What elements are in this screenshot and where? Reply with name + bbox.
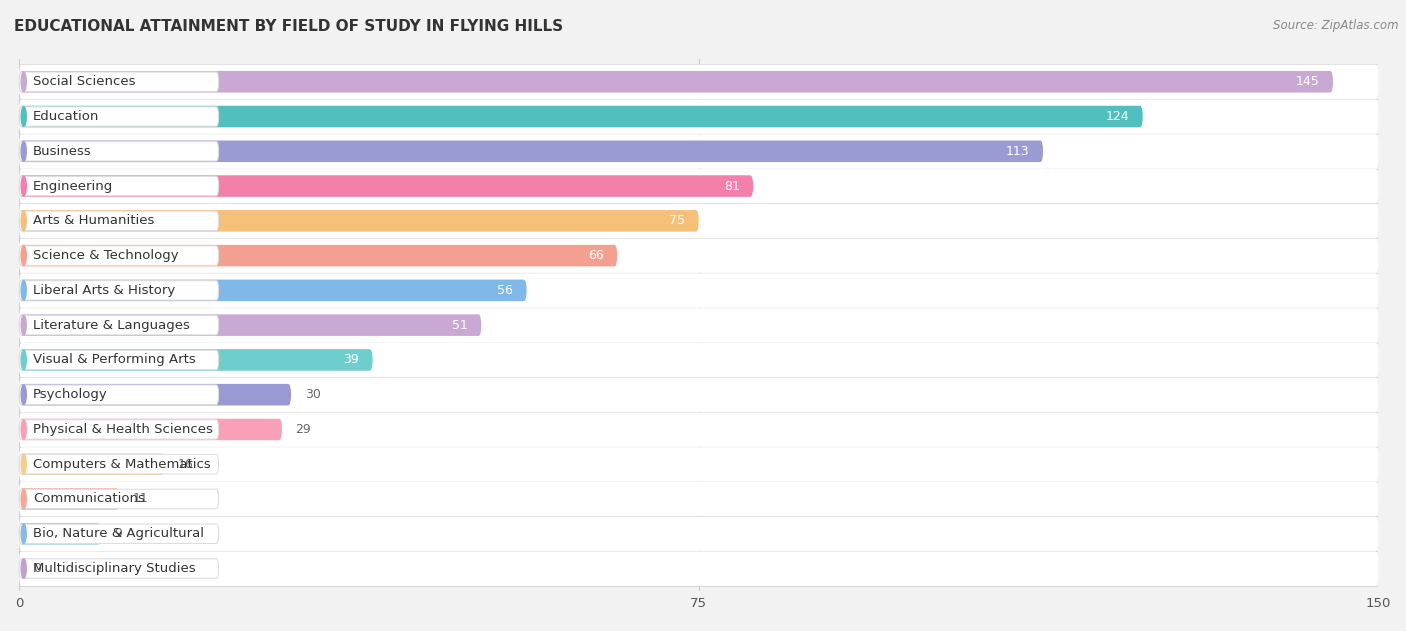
FancyBboxPatch shape: [20, 316, 218, 335]
FancyBboxPatch shape: [20, 134, 1378, 168]
FancyBboxPatch shape: [20, 377, 1378, 411]
Text: 66: 66: [588, 249, 603, 262]
FancyBboxPatch shape: [20, 349, 373, 370]
Text: Communications: Communications: [32, 493, 145, 505]
Circle shape: [21, 72, 27, 91]
FancyBboxPatch shape: [20, 385, 218, 404]
Text: Engineering: Engineering: [32, 180, 112, 192]
Text: 39: 39: [343, 353, 359, 367]
Text: 29: 29: [295, 423, 311, 436]
FancyBboxPatch shape: [20, 413, 1378, 447]
Text: Psychology: Psychology: [32, 388, 107, 401]
Text: Source: ZipAtlas.com: Source: ZipAtlas.com: [1274, 19, 1399, 32]
Text: Business: Business: [32, 144, 91, 158]
FancyBboxPatch shape: [20, 141, 1043, 162]
Circle shape: [21, 107, 27, 126]
Text: 0: 0: [32, 562, 41, 575]
Text: 51: 51: [451, 319, 468, 332]
FancyBboxPatch shape: [20, 314, 481, 336]
FancyBboxPatch shape: [20, 107, 218, 126]
Text: Social Sciences: Social Sciences: [32, 75, 135, 88]
FancyBboxPatch shape: [20, 447, 1378, 481]
FancyBboxPatch shape: [20, 210, 699, 232]
Text: Education: Education: [32, 110, 100, 123]
FancyBboxPatch shape: [20, 141, 218, 161]
FancyBboxPatch shape: [20, 71, 1333, 93]
Text: Computers & Mathematics: Computers & Mathematics: [32, 457, 211, 471]
Text: 145: 145: [1296, 75, 1319, 88]
Text: Science & Technology: Science & Technology: [32, 249, 179, 262]
Text: 56: 56: [498, 284, 513, 297]
FancyBboxPatch shape: [20, 454, 165, 475]
FancyBboxPatch shape: [20, 489, 218, 509]
FancyBboxPatch shape: [20, 308, 1378, 342]
Text: Liberal Arts & History: Liberal Arts & History: [32, 284, 174, 297]
Circle shape: [21, 420, 27, 439]
Circle shape: [21, 316, 27, 335]
FancyBboxPatch shape: [20, 245, 617, 266]
FancyBboxPatch shape: [20, 482, 1378, 516]
Circle shape: [21, 281, 27, 300]
FancyBboxPatch shape: [20, 343, 1378, 377]
FancyBboxPatch shape: [20, 454, 218, 474]
FancyBboxPatch shape: [20, 281, 218, 300]
Circle shape: [21, 559, 27, 578]
FancyBboxPatch shape: [20, 106, 1143, 127]
FancyBboxPatch shape: [20, 551, 1378, 586]
FancyBboxPatch shape: [20, 517, 1378, 551]
FancyBboxPatch shape: [20, 524, 218, 543]
Text: 81: 81: [724, 180, 740, 192]
Text: 124: 124: [1105, 110, 1129, 123]
FancyBboxPatch shape: [20, 175, 754, 197]
Text: EDUCATIONAL ATTAINMENT BY FIELD OF STUDY IN FLYING HILLS: EDUCATIONAL ATTAINMENT BY FIELD OF STUDY…: [14, 19, 564, 34]
Text: Bio, Nature & Agricultural: Bio, Nature & Agricultural: [32, 528, 204, 540]
Circle shape: [21, 385, 27, 404]
Text: Literature & Languages: Literature & Languages: [32, 319, 190, 332]
Text: 113: 113: [1005, 144, 1029, 158]
FancyBboxPatch shape: [20, 559, 218, 578]
FancyBboxPatch shape: [20, 246, 218, 266]
FancyBboxPatch shape: [20, 169, 1378, 203]
Text: Multidisciplinary Studies: Multidisciplinary Studies: [32, 562, 195, 575]
Text: 9: 9: [114, 528, 122, 540]
Text: 75: 75: [669, 215, 685, 227]
Text: 30: 30: [305, 388, 321, 401]
Circle shape: [21, 176, 27, 196]
FancyBboxPatch shape: [20, 204, 1378, 238]
Circle shape: [21, 454, 27, 474]
Text: Arts & Humanities: Arts & Humanities: [32, 215, 155, 227]
FancyBboxPatch shape: [20, 420, 218, 439]
Circle shape: [21, 246, 27, 266]
Circle shape: [21, 211, 27, 230]
FancyBboxPatch shape: [20, 350, 218, 370]
Circle shape: [21, 524, 27, 543]
Text: 11: 11: [132, 493, 148, 505]
FancyBboxPatch shape: [20, 523, 101, 545]
Circle shape: [21, 350, 27, 370]
FancyBboxPatch shape: [20, 239, 1378, 273]
FancyBboxPatch shape: [20, 176, 218, 196]
Circle shape: [21, 141, 27, 161]
FancyBboxPatch shape: [20, 419, 283, 440]
Text: Physical & Health Sciences: Physical & Health Sciences: [32, 423, 212, 436]
Text: Visual & Performing Arts: Visual & Performing Arts: [32, 353, 195, 367]
FancyBboxPatch shape: [20, 65, 1378, 99]
Circle shape: [21, 489, 27, 509]
FancyBboxPatch shape: [20, 100, 1378, 134]
Text: 16: 16: [177, 457, 194, 471]
FancyBboxPatch shape: [20, 72, 218, 91]
FancyBboxPatch shape: [20, 273, 1378, 307]
FancyBboxPatch shape: [20, 280, 527, 301]
FancyBboxPatch shape: [20, 384, 291, 406]
FancyBboxPatch shape: [20, 211, 218, 230]
FancyBboxPatch shape: [20, 488, 120, 510]
